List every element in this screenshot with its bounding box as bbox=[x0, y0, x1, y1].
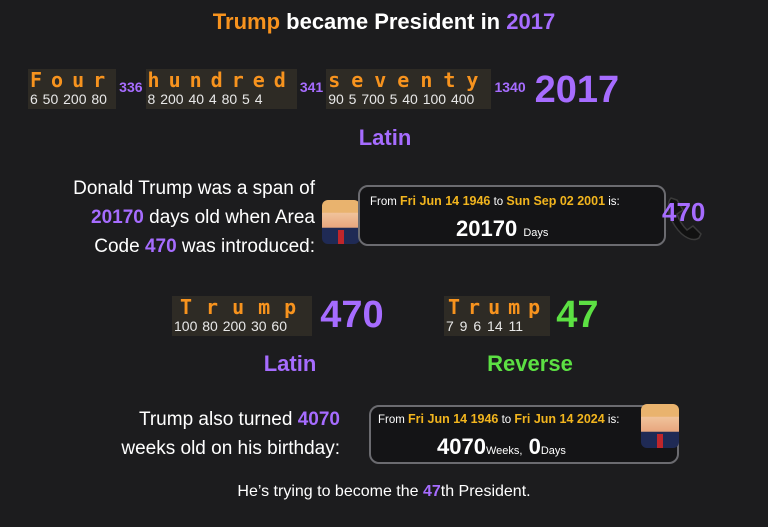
span-box-header: From Fri Jun 14 1946 to Sun Sep 02 2001 … bbox=[370, 194, 620, 208]
span-fact-text: Donald Trump was a span of 20170 days ol… bbox=[20, 174, 315, 261]
cipher-word-hundred: hundred 8 200 40 4 80 5 4 bbox=[145, 68, 297, 109]
word-sum: 341 bbox=[299, 79, 324, 95]
weeks-number: 4070 bbox=[297, 409, 340, 430]
from-date: Fri Jun 14 1946 bbox=[400, 194, 491, 208]
latin-trump-word: Trump 100 80 200 30 60 bbox=[172, 295, 313, 336]
trump-avatar bbox=[322, 200, 360, 244]
weeks-box-value: 4070Weeks, 0Days bbox=[437, 434, 566, 459]
word-letters: Trump bbox=[180, 295, 311, 319]
span-code: 470 bbox=[144, 236, 177, 257]
page-title: Trump became President in 2017 bbox=[0, 9, 768, 35]
title-year: 2017 bbox=[506, 9, 556, 34]
title-name: Trump bbox=[212, 9, 281, 34]
word-letters: seventy bbox=[328, 68, 490, 92]
reverse-trump-row: Trump 7 9 6 14 11 47 bbox=[444, 296, 599, 336]
word-sum: 1340 bbox=[494, 79, 526, 95]
to-date: Sun Sep 02 2001 bbox=[506, 194, 606, 208]
cipher-total: 2017 bbox=[534, 69, 620, 111]
weeks-box-header: From Fri Jun 14 1946 to Fri Jun 14 2024 … bbox=[378, 412, 620, 426]
title-middle: became President in bbox=[280, 9, 507, 34]
span-days: 20170 bbox=[91, 207, 144, 228]
reverse-trump-total: 47 bbox=[556, 294, 599, 336]
span-date-box: From Fri Jun 14 1946 to Sun Sep 02 2001 … bbox=[358, 185, 666, 246]
to-date: Fri Jun 14 2024 bbox=[514, 412, 605, 426]
weeks-fact-text: Trump also turned 4070 weeks old on his … bbox=[40, 405, 340, 463]
weeks-line-1: Trump also turned 4070 bbox=[138, 409, 340, 430]
word-letters: Four bbox=[30, 68, 115, 92]
footer-text: He’s trying to become the 47th President… bbox=[237, 483, 531, 500]
footer-number: 47 bbox=[422, 483, 441, 500]
from-date: Fri Jun 14 1946 bbox=[408, 412, 499, 426]
word-values: 7 9 6 14 11 bbox=[446, 318, 524, 334]
span-line-2: 20170 days old when Area bbox=[91, 207, 315, 228]
span-box-value: 20170 Days bbox=[456, 216, 549, 241]
word-letters: Trump bbox=[448, 295, 549, 319]
span-line-1: Donald Trump was a span of bbox=[73, 178, 315, 199]
cipher-word-seventy: seventy 90 5 700 5 40 100 400 bbox=[326, 68, 492, 109]
latin-trump-total: 470 bbox=[320, 294, 384, 336]
word-values: 90 5 700 5 40 100 400 bbox=[328, 91, 475, 107]
phone-number: 470 bbox=[662, 197, 706, 227]
cipher-word-four: Four 6 50 200 80 bbox=[28, 68, 117, 109]
reverse-trump-label: Reverse bbox=[487, 351, 573, 376]
weeks-date-box: From Fri Jun 14 1946 to Fri Jun 14 2024 … bbox=[369, 405, 679, 464]
cipher-label: Latin bbox=[358, 125, 412, 150]
word-values: 100 80 200 30 60 bbox=[174, 318, 287, 334]
word-sum: 336 bbox=[119, 79, 143, 95]
latin-trump-row: Trump 100 80 200 30 60 470 bbox=[172, 296, 384, 336]
word-values: 8 200 40 4 80 5 4 bbox=[147, 91, 263, 107]
word-letters: hundred bbox=[147, 68, 295, 92]
span-line-3: Code 470 was introduced: bbox=[94, 236, 315, 257]
word-values: 6 50 200 80 bbox=[30, 91, 107, 107]
trump-avatar bbox=[641, 404, 679, 448]
cipher-row: Four 6 50 200 80 336 hundred 8 200 40 4 … bbox=[28, 69, 619, 109]
latin-trump-label: Latin bbox=[263, 351, 317, 376]
phone-icon bbox=[665, 194, 705, 247]
reverse-trump-word: Trump 7 9 6 14 11 bbox=[444, 295, 551, 336]
weeks-line-2: weeks old on his birthday: bbox=[121, 438, 340, 459]
